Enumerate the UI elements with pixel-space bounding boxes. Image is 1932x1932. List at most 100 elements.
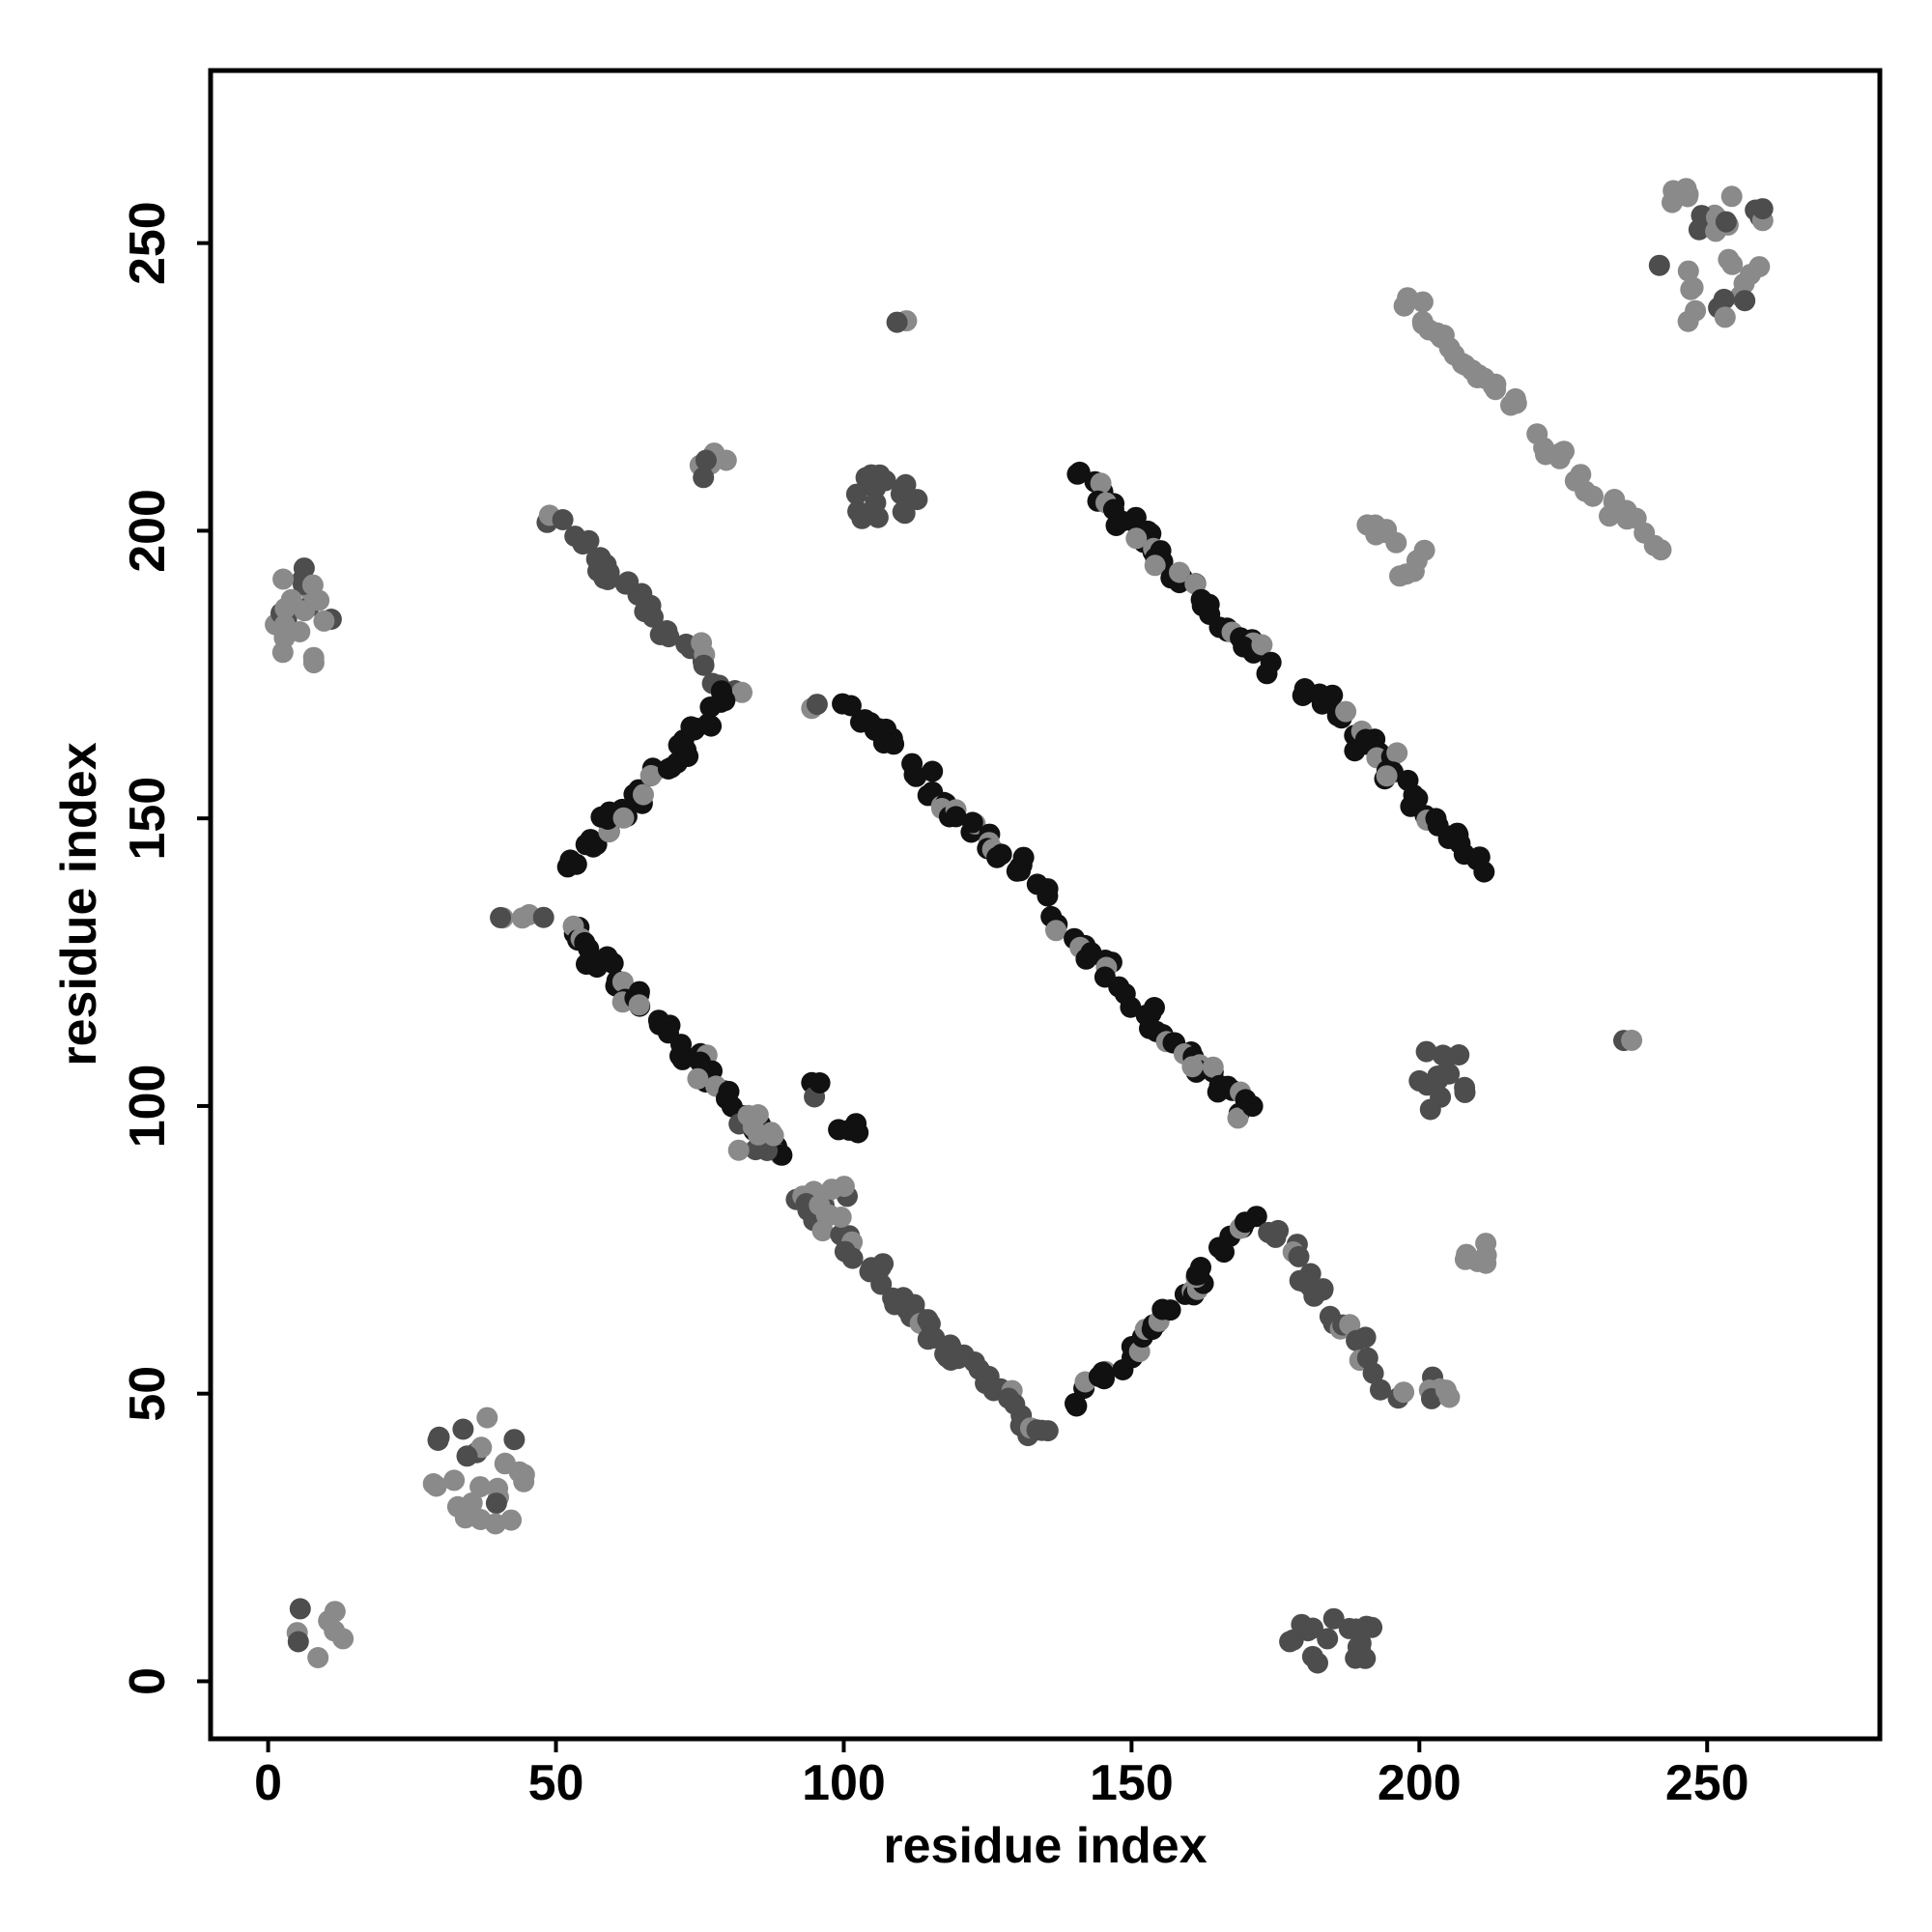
contact-point [293, 557, 315, 580]
contact-point [1227, 1107, 1249, 1129]
contact-point [1473, 861, 1495, 883]
contact-point [1354, 1326, 1377, 1349]
contact-point [1301, 1645, 1323, 1667]
contact-point [806, 694, 828, 716]
contact-point [1393, 1381, 1415, 1404]
contact-point [452, 1418, 474, 1440]
contact-point [658, 626, 680, 648]
x-axis: 0 50 100 150 200 250 [254, 1739, 1749, 1811]
contact-point [280, 588, 302, 611]
contact-point [700, 715, 723, 737]
contact-point [461, 1492, 483, 1514]
contact-point [1362, 1362, 1384, 1384]
contact-point [671, 1043, 694, 1065]
contact-point [469, 1476, 492, 1498]
contact-point [680, 716, 702, 738]
contact-point [1354, 728, 1377, 751]
contact-point [476, 1406, 498, 1429]
contact-point [490, 906, 512, 928]
contact-point [922, 760, 944, 782]
contact-point [1256, 663, 1278, 685]
contact-point [1599, 505, 1620, 527]
contact-point [1090, 472, 1112, 495]
x-axis-label: residue index [883, 1818, 1207, 1874]
contact-point [693, 654, 715, 676]
contact-point [1006, 860, 1028, 882]
contact-point [1122, 510, 1144, 532]
contact-point [1533, 437, 1555, 459]
contact-point [313, 610, 335, 632]
contact-point [1677, 260, 1699, 282]
contact-point [273, 627, 296, 649]
contact-point [886, 311, 908, 333]
contact-point [855, 467, 877, 489]
contact-point [302, 646, 325, 668]
contact-point [1435, 1046, 1457, 1068]
contact-point [821, 1179, 843, 1201]
contact-point [1370, 1378, 1391, 1401]
contact-point [1419, 1098, 1441, 1121]
contact-point [628, 994, 650, 1016]
contact-point [760, 1122, 782, 1144]
contact-point [456, 1445, 478, 1467]
contact-point [923, 1327, 946, 1349]
contact-point [1548, 447, 1571, 469]
contact-point [1386, 742, 1408, 764]
contact-point [1311, 693, 1333, 715]
contact-point [1120, 996, 1142, 1018]
contact-point [1335, 700, 1357, 723]
contact-point [867, 506, 889, 528]
contact-point [961, 811, 983, 834]
contact-point [1406, 787, 1429, 810]
contact-point [1505, 392, 1527, 414]
contact-point [1650, 539, 1672, 561]
contact-point [1144, 554, 1166, 577]
contact-point [1413, 539, 1435, 561]
y-tick-label: 200 [120, 489, 176, 573]
y-tick-label: 250 [120, 201, 176, 285]
contact-point [633, 783, 654, 806]
contact-point [556, 856, 579, 878]
contact-point [513, 1463, 535, 1486]
contact-point [1751, 198, 1774, 220]
contact-point [872, 1253, 895, 1275]
contact-point [809, 1072, 831, 1094]
contact-point [639, 601, 662, 623]
y-tick-label: 100 [120, 1065, 176, 1149]
x-tick-label: 150 [1090, 1755, 1174, 1811]
contact-point [639, 764, 662, 786]
contact-point [1251, 634, 1273, 656]
x-tick-label: 200 [1378, 1755, 1462, 1811]
contact-point [742, 1116, 764, 1138]
contact-point [552, 509, 574, 530]
contact-point [1105, 515, 1127, 536]
contact-point [324, 1620, 346, 1642]
contact-point [1235, 1089, 1257, 1111]
contact-point [845, 483, 867, 505]
contact-point [485, 1492, 507, 1515]
contact-point [1302, 1617, 1323, 1639]
contact-point [1715, 211, 1737, 233]
contact-point [307, 1647, 329, 1668]
contact-point [289, 1598, 311, 1620]
contact-point [1485, 379, 1507, 401]
contact-point [710, 680, 732, 702]
contact-point [1037, 878, 1059, 900]
x-tick-label: 250 [1665, 1755, 1749, 1811]
contact-point [894, 502, 916, 525]
contact-point [1037, 1420, 1059, 1442]
contact-point [838, 1119, 861, 1141]
contact-point [1466, 367, 1489, 388]
contact-point [1159, 1299, 1181, 1321]
contact-point [1245, 1206, 1267, 1228]
contact-point [1438, 337, 1461, 359]
contact-point [895, 482, 917, 504]
contact-point [1734, 290, 1756, 312]
contact-point [1435, 1063, 1457, 1085]
contact-point [1279, 1631, 1301, 1653]
contact-point [1454, 1076, 1476, 1098]
contact-point [1322, 1607, 1345, 1630]
contact-point [301, 574, 324, 596]
contact-point [1312, 1278, 1334, 1300]
